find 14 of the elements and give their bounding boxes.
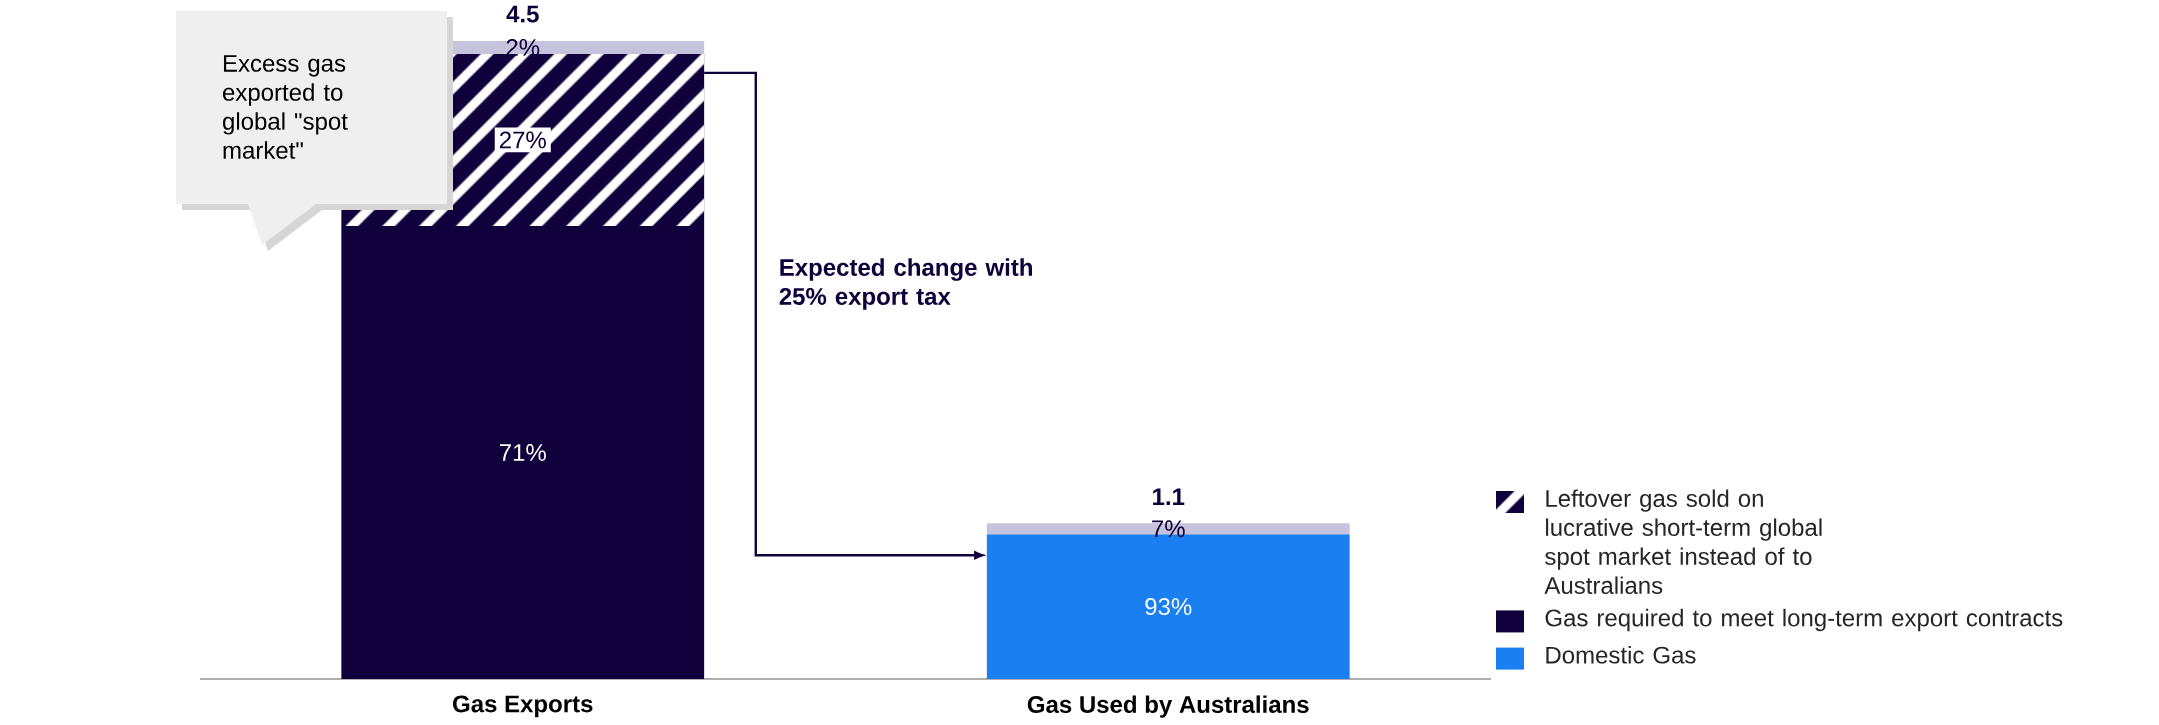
annotation: 1.1 <box>1153 488 1185 505</box>
legend-label: Domestic Gas <box>1546 646 1696 664</box>
x-tick-label: Gas Exports <box>453 695 593 718</box>
annotation: Excess gas exported to global "spot market" <box>223 55 348 159</box>
bar <box>341 226 705 679</box>
annotation: 27% <box>499 131 546 149</box>
annotation: 7% <box>1152 520 1185 538</box>
annotation: 71% <box>499 444 546 461</box>
legend-label: Gas required to meet long-term export contracts <box>1545 608 2063 632</box>
annotation: Expected change with 25% export tax <box>779 258 1032 310</box>
x-tick-label: Gas Used by Australians <box>1027 695 1309 718</box>
text: 4.5 <box>506 5 539 23</box>
legend-label: Leftover gas sold on lucrative short-term global spot market instead of to Australians <box>1544 489 1822 595</box>
annotation: 93% <box>1145 598 1192 616</box>
